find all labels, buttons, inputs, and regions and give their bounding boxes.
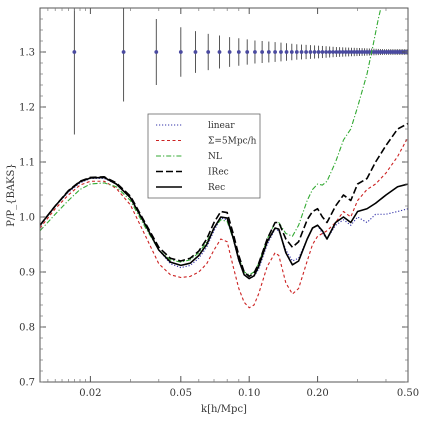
legend-label: IRec [208, 168, 229, 178]
error-bar-point [312, 50, 317, 54]
error-bar-point [355, 50, 359, 54]
legend-label: NL [208, 152, 222, 162]
plot-area [40, 8, 408, 309]
error-bar-point [337, 50, 342, 54]
error-bar-point [260, 50, 265, 54]
error-bar-point [294, 50, 299, 54]
error-bar-point [193, 50, 198, 54]
x-tick-label: 0.20 [306, 388, 328, 399]
error-bar-point [284, 50, 289, 54]
y-tick-label: 1.1 [19, 158, 35, 169]
error-bar-point [352, 50, 357, 54]
error-bar-point [236, 50, 241, 54]
error-bar-point [346, 50, 351, 54]
legend-box [147, 113, 261, 199]
error-bar-point [340, 50, 345, 54]
error-bar-point [324, 50, 328, 54]
error-bar-point [72, 50, 77, 54]
x-tick-label: 0.02 [79, 388, 101, 399]
y-tick-label: 0.9 [19, 268, 35, 279]
error-bar-point [266, 50, 271, 54]
error-bar-point [253, 50, 257, 54]
y-tick-label: 1.2 [19, 103, 35, 114]
y-tick-label: 0.7 [19, 378, 35, 389]
axes: 0.7 0.8 0.9 1.0 1.1 1.2 1.3 0.02 0.05 0.10 0.20 0.5… [6, 7, 419, 415]
error-bar-point [217, 50, 222, 54]
error-bar-point [289, 50, 294, 54]
error-bar-point [320, 50, 325, 54]
error-bar-point [154, 50, 159, 54]
y-axis-label: P/P_{BAKS} [6, 163, 17, 226]
error-bar-point [178, 50, 183, 54]
error-bar-point [121, 50, 126, 54]
legend-label: Rec [208, 183, 225, 193]
error-bar-point [273, 50, 277, 54]
error-bar-point [343, 50, 348, 54]
error-bar-point [331, 50, 335, 54]
x-tick-label: 0.10 [238, 388, 260, 399]
series-line-2 [40, 8, 382, 276]
legend: linear Σ=5Mpc/h NL IRec Rec [147, 113, 261, 199]
series-line-4 [40, 176, 408, 280]
y-tick-label: 0.8 [19, 323, 35, 334]
error-bar-point [227, 50, 232, 54]
x-tick-label: 0.05 [170, 388, 192, 399]
error-bar-point [349, 50, 354, 54]
error-bar-point [304, 50, 308, 54]
error-bar-point [245, 50, 250, 54]
y-tick-label: 1.0 [19, 213, 35, 224]
x-axis-label: k[h/Mpc] [201, 404, 247, 415]
error-bar-point [206, 50, 211, 54]
error-bar-point [327, 50, 332, 54]
error-bar-point [279, 50, 283, 54]
error-bar-point [299, 50, 304, 54]
x-tick-label: 0.50 [397, 388, 419, 399]
error-bar-point [308, 50, 313, 54]
y-tick-label: 1.3 [19, 48, 35, 59]
error-bar-point [316, 50, 321, 54]
error-bar-point [334, 50, 339, 54]
legend-label: linear [208, 121, 235, 131]
legend-label: Σ=5Mpc/h [208, 137, 257, 147]
